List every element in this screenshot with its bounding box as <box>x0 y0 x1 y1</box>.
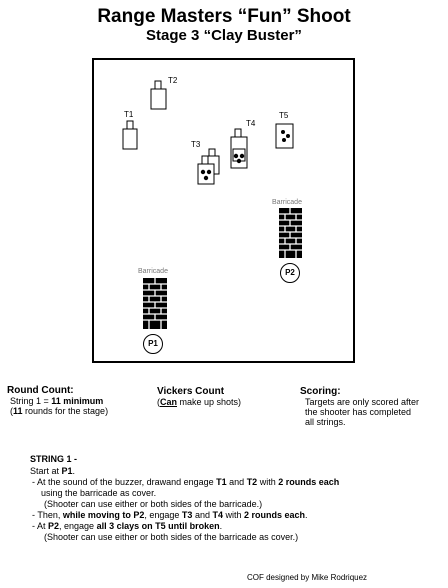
target-t1 <box>122 120 138 150</box>
step-2-text-c: , engage <box>144 510 182 520</box>
target-t4 <box>230 128 248 169</box>
target-label-t1: T1 <box>124 110 134 119</box>
target-label-t4: T4 <box>246 119 256 128</box>
step-2-text-a: - Then, <box>32 510 63 520</box>
scoring-line-1: Targets are only scored after <box>305 397 420 407</box>
target-t2 <box>150 80 167 110</box>
target-t3 <box>197 148 220 185</box>
step-1-text-c: and <box>226 477 247 487</box>
step-2-text-g: with <box>222 510 244 520</box>
barricade-p2 <box>279 208 302 258</box>
clay-cluster-t3 <box>200 169 212 181</box>
step-3-text-a: - At <box>32 521 49 531</box>
page-subtitle: Stage 3 “Clay Buster” <box>146 27 302 44</box>
string-1-step-3-note: (Shooter can use either or both sides of… <box>44 532 299 542</box>
step-2-t4: T4 <box>212 510 223 520</box>
step-3-text-c: , engage <box>59 521 97 531</box>
step-2-t3: T3 <box>181 510 193 520</box>
barricade-p1 <box>143 278 167 329</box>
barricade-label-p2: Barricade <box>272 199 302 206</box>
target-label-t3: T3 <box>191 140 201 149</box>
step-1-rounds: 2 rounds each <box>278 477 340 487</box>
string-1-heading: STRING 1 - <box>30 454 78 464</box>
target-t5 <box>275 123 294 149</box>
position-marker-p2: P2 <box>280 263 300 283</box>
string-1-step-2: - Then, while moving to P2, engage T3 an… <box>32 510 308 520</box>
string-1-step-1-note: (Shooter can use either or both sides of… <box>44 499 263 509</box>
barricade-label-p1: Barricade <box>138 268 168 275</box>
position-marker-p1: P1 <box>143 334 163 354</box>
clay-cluster-t5 <box>281 130 290 142</box>
round-count-line-1-prefix: String 1 = <box>10 396 52 406</box>
round-count-line-2-prefix: ( <box>10 406 13 416</box>
start-prefix: Start at <box>30 466 62 476</box>
target-label-t2: T2 <box>168 76 178 85</box>
scoring-section: Scoring: Targets are only scored after t… <box>300 386 419 427</box>
round-count-line-2-suffix: rounds for the stage) <box>22 406 109 416</box>
page-title: Range Masters “Fun” Shoot <box>97 6 351 27</box>
step-2-rounds: 2 rounds each <box>244 510 306 520</box>
scoring-line-2: the shooter has completed <box>305 407 412 417</box>
round-count-minimum: 11 minimum <box>51 396 104 406</box>
round-count-section: Round Count: String 1 = 11 minimum (11 r… <box>7 385 108 416</box>
string-1-step-3: - At P2, engage all 3 clays on T5 until … <box>32 521 223 531</box>
string-1-start: Start at P1. <box>30 466 76 476</box>
step-3-clays: all 3 clays on T5 until broken <box>96 521 220 531</box>
round-count-total: 11 <box>13 406 23 416</box>
step-1-text-e: with <box>257 477 279 487</box>
string-1-step-1-cont: using the barricade as cover. <box>41 488 157 498</box>
vickers-section: Vickers Count (Can make up shots) <box>157 386 241 407</box>
step-1-t1: T1 <box>216 477 227 487</box>
step-3-p2: P2 <box>48 521 60 531</box>
start-position: P1 <box>61 466 73 476</box>
scoring-heading: Scoring: <box>300 386 341 397</box>
step-2-moving: while moving to P2 <box>62 510 145 520</box>
vickers-can: Can <box>160 397 178 407</box>
vickers-line: (Can make up shots) <box>157 397 242 407</box>
round-count-line-1: String 1 = 11 minimum <box>7 396 108 406</box>
vickers-rest: make up shots) <box>177 397 242 407</box>
target-label-t5: T5 <box>279 111 289 120</box>
vickers-heading: Vickers Count <box>157 386 225 397</box>
string-1-step-1: - At the sound of the buzzer, drawand en… <box>30 477 339 488</box>
round-count-line-2: (11 rounds for the stage) <box>7 406 108 416</box>
round-count-heading: Round Count: <box>7 385 74 396</box>
step-2-text-e: and <box>192 510 213 520</box>
footer-credit: COF designed by Mike Rodriquez <box>247 573 368 582</box>
step-1-text-a: - At the sound of the buzzer, drawand en… <box>32 477 217 487</box>
scoring-line-3: all strings. <box>305 417 346 427</box>
string-1-section: STRING 1 - Start at P1. - At the sound o… <box>30 454 339 543</box>
stage-diagram <box>92 58 355 363</box>
clay-cluster-t4 <box>233 153 245 164</box>
step-1-t2: T2 <box>246 477 258 487</box>
